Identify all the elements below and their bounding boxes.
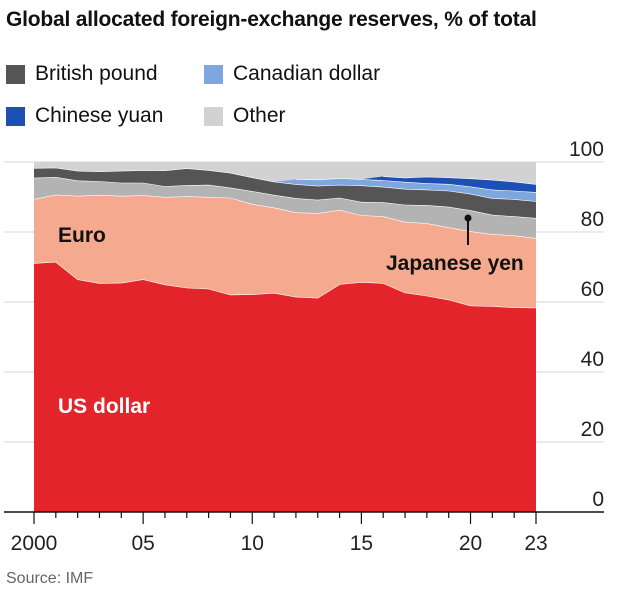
label-euro: Euro [58, 224, 106, 247]
x-tick-label-2010: 10 [241, 532, 264, 555]
x-axis: 2000 05 10 15 20 23 [4, 511, 604, 555]
area-euro [34, 194, 536, 308]
legend-swatch-other [204, 106, 223, 126]
y-tick-label-0: 0 [592, 488, 604, 511]
x-tick-label-2020: 20 [459, 532, 482, 555]
y-axis: 0 20 40 60 80 100 [569, 138, 604, 511]
area-other [34, 162, 536, 185]
source-note: Source: IMF [6, 570, 94, 587]
legend-label-british-pound: British pound [35, 62, 158, 85]
legend-label-other: Other [233, 104, 286, 127]
y-tick-label-80: 80 [581, 208, 604, 231]
x-tick-label-2023: 23 [524, 532, 547, 555]
legend-label-chinese-yuan: Chinese yuan [35, 104, 164, 127]
legend-swatch-chinese-yuan [6, 106, 25, 126]
area-chinese-yuan [34, 167, 536, 193]
x-tick-label-2000: 2000 [11, 532, 58, 555]
legend-item-chinese-yuan: Chinese yuan [6, 104, 163, 128]
yen-pointer-dot [464, 214, 472, 222]
x-tick-label-2005: 05 [131, 532, 154, 555]
legend-swatch-british-pound [6, 64, 25, 84]
area-canadian-dollar [34, 167, 536, 202]
area-british-pound [34, 167, 536, 218]
legend-label-canadian-dollar: Canadian dollar [233, 62, 381, 85]
chart-title: Global allocated foreign-exchange reserv… [6, 8, 537, 31]
y-tick-label-40: 40 [581, 348, 604, 371]
legend-item-other: Other [204, 104, 286, 128]
x-tick-label-2015: 15 [350, 532, 373, 555]
label-us-dollar: US dollar [58, 395, 150, 418]
y-tick-label-100: 100 [569, 138, 604, 161]
label-japanese-yen: Japanese yen [386, 252, 524, 275]
y-tick-label-60: 60 [581, 278, 604, 301]
area-edge-us-dollar [33, 261, 537, 309]
annotations: US dollar Euro Japanese yen [58, 214, 524, 418]
legend-item-canadian-dollar: Canadian dollar [204, 62, 380, 86]
legend-swatch-canadian-dollar [204, 64, 223, 84]
area-japanese-yen [34, 177, 536, 238]
legend-item-british-pound: British pound [6, 62, 158, 86]
y-tick-label-20: 20 [581, 418, 604, 441]
area-us-dollar [34, 261, 536, 512]
stacked-areas [33, 162, 537, 512]
